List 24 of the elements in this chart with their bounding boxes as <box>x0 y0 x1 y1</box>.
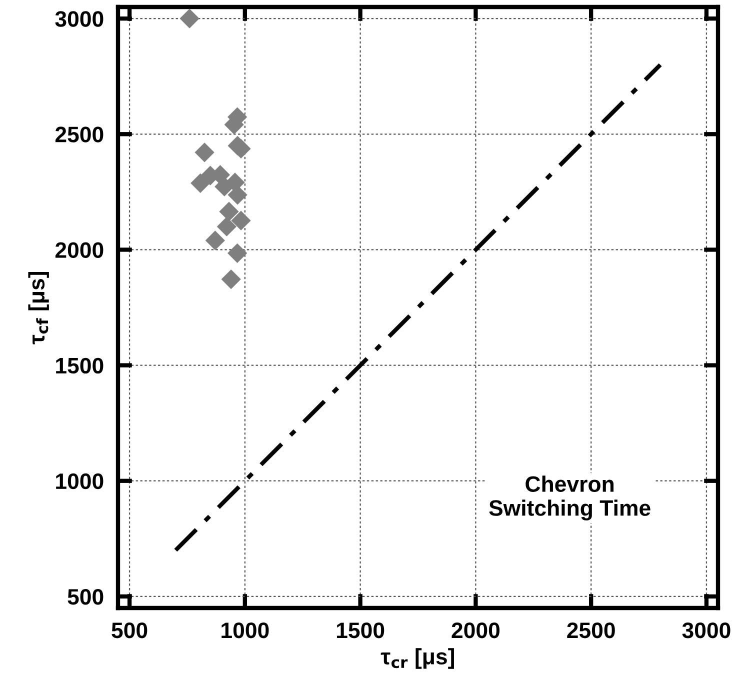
point <box>190 174 210 193</box>
point <box>222 270 241 289</box>
point <box>219 202 239 222</box>
x-tick-label: 1000 <box>222 622 269 638</box>
y-tick-label: 3000 <box>55 11 104 27</box>
y-axis-title: τ$_{cf}$ [μs] <box>28 272 49 344</box>
point <box>195 142 214 162</box>
point <box>228 244 247 263</box>
y-tick-label: 2000 <box>55 242 104 258</box>
x-tick-label: 2000 <box>452 622 500 638</box>
x-tick-label: 1500 <box>336 622 384 638</box>
y-tick-label: 500 <box>68 588 104 605</box>
x-tick-label: 2500 <box>567 622 615 638</box>
point <box>206 230 225 250</box>
point <box>231 211 251 230</box>
x-tick-label: 500 <box>112 622 148 638</box>
y-tick-label: 2500 <box>55 126 104 142</box>
point <box>217 217 236 236</box>
y-tick-label: 1000 <box>56 473 104 490</box>
annotation: Chevron Switching Time <box>489 476 650 520</box>
x-tick-label: 3000 <box>682 622 730 638</box>
point <box>180 9 200 28</box>
x-axis-title: τ$_{cr}$ [μs] <box>380 648 454 669</box>
y-tick-label: 1500 <box>56 358 104 374</box>
